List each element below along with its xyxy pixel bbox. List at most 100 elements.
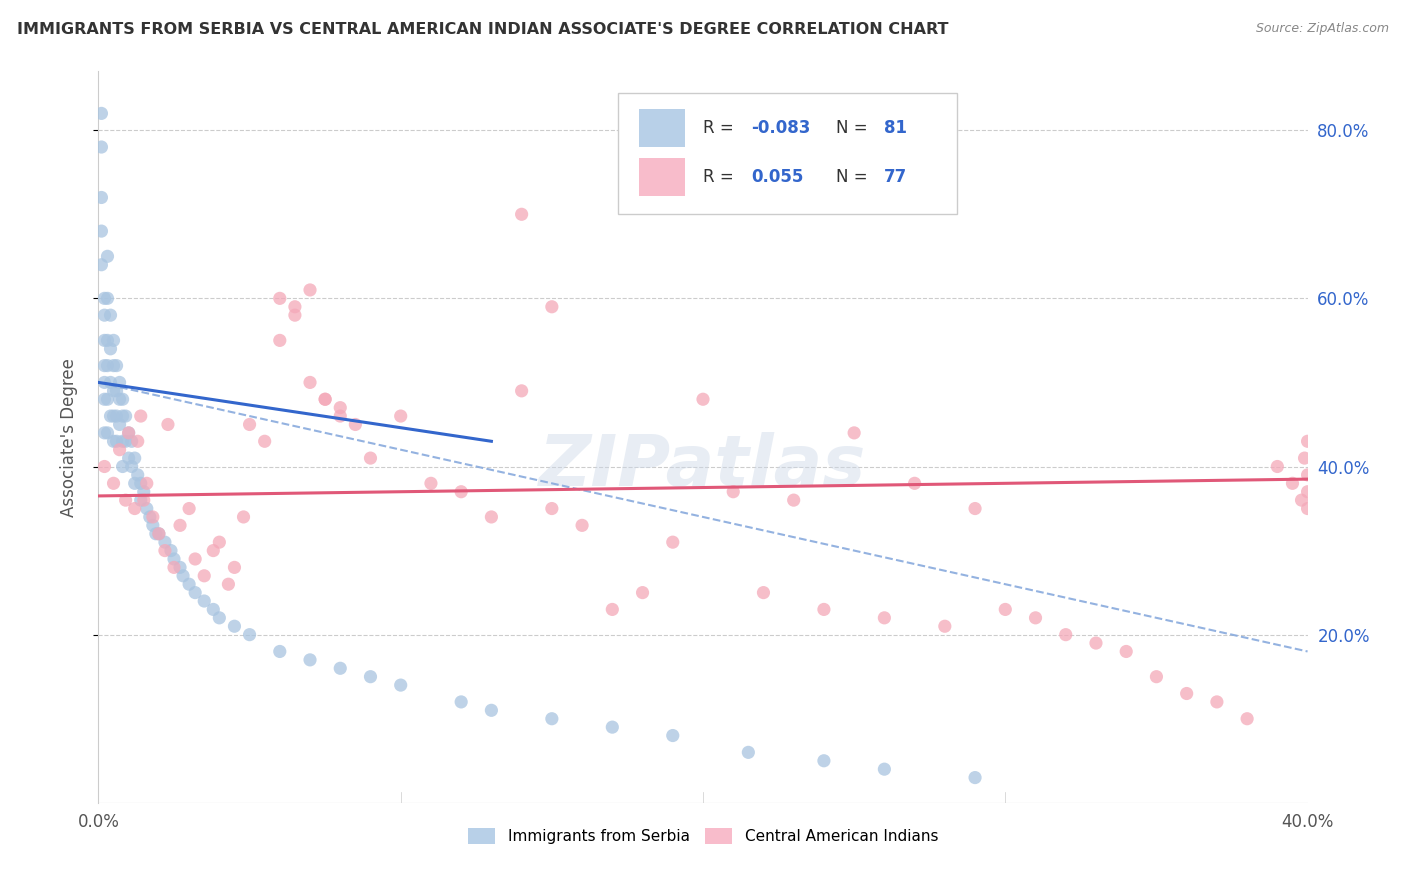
Point xyxy=(93,308,115,322)
Point xyxy=(481,703,503,717)
Point xyxy=(93,334,115,348)
Text: R =: R = xyxy=(703,119,740,136)
Point xyxy=(111,434,134,449)
Point xyxy=(844,425,866,440)
Text: 77: 77 xyxy=(884,169,908,186)
Point xyxy=(314,392,336,407)
Point xyxy=(1236,712,1258,726)
Point xyxy=(299,653,322,667)
Point xyxy=(1294,451,1316,466)
Point xyxy=(96,425,118,440)
Point xyxy=(142,518,165,533)
Point xyxy=(329,401,352,415)
Point xyxy=(93,376,115,390)
Point xyxy=(1144,670,1167,684)
Point xyxy=(661,729,683,743)
Point xyxy=(934,619,956,633)
Point xyxy=(360,451,382,466)
Point xyxy=(129,476,152,491)
Point xyxy=(103,409,125,423)
Point xyxy=(329,409,352,423)
Point xyxy=(783,493,806,508)
Point xyxy=(148,526,170,541)
Point xyxy=(692,392,714,407)
Point xyxy=(93,291,115,305)
Point xyxy=(389,678,412,692)
Bar xyxy=(638,109,685,146)
Point xyxy=(571,518,593,533)
Point xyxy=(118,425,141,440)
Text: N =: N = xyxy=(837,119,873,136)
Point xyxy=(239,627,262,641)
Point xyxy=(100,376,122,390)
Point xyxy=(314,392,336,407)
Point xyxy=(132,493,155,508)
Point xyxy=(111,459,134,474)
Point xyxy=(90,224,112,238)
Point xyxy=(360,670,382,684)
Point xyxy=(239,417,262,432)
Point xyxy=(121,459,143,474)
Point xyxy=(135,501,157,516)
Point xyxy=(90,190,112,204)
Point xyxy=(163,560,186,574)
Point xyxy=(172,569,194,583)
Point xyxy=(994,602,1017,616)
Point xyxy=(135,476,157,491)
Point xyxy=(1296,501,1319,516)
Point xyxy=(540,501,562,516)
Point xyxy=(510,384,533,398)
Point xyxy=(602,720,624,734)
Point xyxy=(100,308,122,322)
Point xyxy=(208,611,231,625)
Point xyxy=(103,384,125,398)
Text: 81: 81 xyxy=(884,119,907,136)
Point xyxy=(269,644,291,658)
Point xyxy=(179,501,201,516)
Point xyxy=(217,577,239,591)
Point xyxy=(127,467,149,482)
Point xyxy=(100,409,122,423)
Point xyxy=(1296,484,1319,499)
Point xyxy=(96,392,118,407)
Point xyxy=(631,585,654,599)
Point xyxy=(156,417,179,432)
Point xyxy=(752,585,775,599)
Point xyxy=(813,602,835,616)
Point xyxy=(93,459,115,474)
Point xyxy=(121,434,143,449)
Point xyxy=(118,425,141,440)
Point xyxy=(284,308,307,322)
Point xyxy=(142,510,165,524)
Point xyxy=(661,535,683,549)
Point xyxy=(813,754,835,768)
Point xyxy=(1296,467,1319,482)
FancyBboxPatch shape xyxy=(619,94,957,214)
Point xyxy=(510,207,533,221)
Point xyxy=(723,484,745,499)
Point xyxy=(389,409,412,423)
Point xyxy=(93,425,115,440)
Text: Source: ZipAtlas.com: Source: ZipAtlas.com xyxy=(1256,22,1389,36)
Point xyxy=(163,552,186,566)
Point xyxy=(100,342,122,356)
Point xyxy=(1054,627,1077,641)
Point xyxy=(124,451,146,466)
Point xyxy=(224,560,246,574)
Point xyxy=(103,359,125,373)
Point xyxy=(145,526,167,541)
Point xyxy=(1206,695,1229,709)
Point xyxy=(114,434,136,449)
Point xyxy=(269,334,291,348)
Point xyxy=(124,476,146,491)
Point xyxy=(103,334,125,348)
Text: IMMIGRANTS FROM SERBIA VS CENTRAL AMERICAN INDIAN ASSOCIATE'S DEGREE CORRELATION: IMMIGRANTS FROM SERBIA VS CENTRAL AMERIC… xyxy=(17,22,949,37)
Point xyxy=(105,409,128,423)
Point xyxy=(108,442,131,457)
Point xyxy=(873,611,896,625)
Point xyxy=(184,552,207,566)
Bar xyxy=(638,159,685,196)
Point xyxy=(103,476,125,491)
Point xyxy=(224,619,246,633)
Point xyxy=(129,493,152,508)
